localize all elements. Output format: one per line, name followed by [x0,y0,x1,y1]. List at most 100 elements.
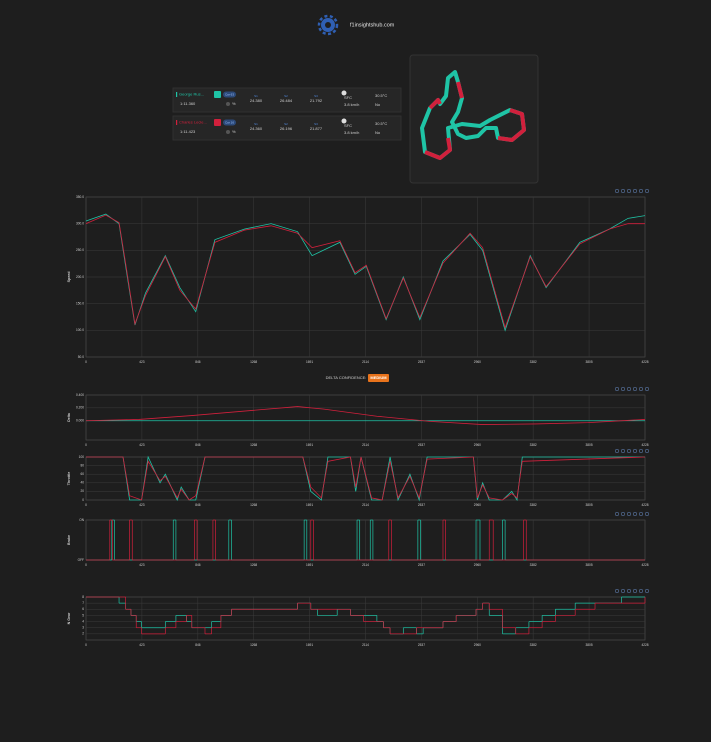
x-tick-label: 2114 [362,443,369,447]
toolbar-icon [614,588,620,594]
toolbar-icon [626,511,632,517]
y-tick-label: 0.000 [76,419,84,423]
x-tick-label: 1268 [250,643,257,647]
track-map [409,54,539,184]
y-tick-label: 80 [80,463,84,467]
x-tick-label: 2114 [362,360,369,364]
y-tick-label: 250.0 [76,248,84,252]
y-tick-label: 0 [82,498,84,502]
x-tick-label: 846 [195,443,201,447]
x-tick-label: 1691 [306,443,313,447]
pct-icon [226,102,230,106]
lap-time: 1:11.423 [180,129,196,134]
driver-swatch [214,91,221,98]
x-tick-label: 423 [139,643,145,647]
x-tick-label: 3805 [586,643,593,647]
toolbar-icon [626,448,632,454]
y-tick-label: 7 [82,601,84,605]
y-tick-label: 100 [79,455,85,459]
toolbar-icon [614,386,620,392]
x-tick-label: 846 [195,563,201,567]
sector-label: S1 [254,94,258,98]
x-tick-label: 0 [85,503,87,507]
sector-label: S3 [314,122,318,126]
toolbar-icon [632,386,638,392]
badge-bg [223,119,236,126]
driver-row [172,115,402,141]
rain: No [375,102,381,107]
toolbar-icon [644,588,650,594]
x-tick-label: 2960 [474,503,481,507]
x-tick-label: 4228 [641,443,648,447]
x-tick-label: 1691 [306,503,313,507]
x-tick-label: 2537 [418,443,425,447]
x-tick-label: 0 [85,360,87,364]
temp: 30.5°C [375,93,387,98]
x-tick-label: 1691 [306,360,313,364]
x-tick-label: 846 [195,360,201,364]
x-tick-label: 1691 [306,643,313,647]
pct: % [232,101,236,106]
driver-name: Charles Lecle... [179,120,207,125]
sector-time: 21.792 [310,98,323,103]
sector-time: 21.877 [310,126,323,131]
driver-swatch [214,119,221,126]
x-tick-label: 846 [195,643,201,647]
compound-icon [341,90,347,96]
compound-icon [341,118,347,124]
driver-name: George Rus... [179,92,204,97]
x-tick-label: 2537 [418,563,425,567]
x-tick-label: 2960 [474,360,481,364]
x-tick-label: 4228 [641,643,648,647]
toolbar-icon [626,386,632,392]
x-tick-label: 423 [139,443,145,447]
driver-badge: Car 63 [225,92,234,96]
toolbar-icon [620,386,626,392]
toolbar-icon [638,588,644,594]
rain: No [375,130,381,135]
toolbar-icon [638,448,644,454]
x-tick-label: 2960 [474,563,481,567]
x-tick-label: 2537 [418,503,425,507]
chart-panel: 2 3 4 5 6 7 8 0 423 846 1268 1691 2114 2537 2960 3382 38… [67,588,650,647]
x-tick-label: 2114 [362,563,369,567]
y-axis-title: Throttle [67,472,71,485]
compound: SFC [344,123,352,128]
temp: 30.5°C [375,121,387,126]
sector-time: 24.380 [250,98,263,103]
y-tick-label: 6 [82,607,84,611]
sector-label: S2 [284,122,288,126]
x-tick-label: 4228 [641,563,648,567]
y-tick-label: 0.200 [76,406,84,410]
toolbar-icon [638,386,644,392]
x-tick-label: 1268 [250,360,257,364]
toolbar-icon [638,511,644,517]
x-tick-label: 2537 [418,360,425,364]
chart-panel: 50.0 100.0 150.0 200.0 250.0 300.0 350.0 0 423 84… [67,188,650,364]
series-line [86,456,646,501]
x-tick-label: 3805 [586,443,593,447]
x-tick-label: 3805 [586,503,593,507]
x-tick-label: 846 [195,503,201,507]
pct: % [232,129,236,134]
toolbar-icon [638,188,644,194]
x-tick-label: 3382 [530,563,537,567]
y-tick-label: 5 [82,613,84,617]
x-tick-label: 2960 [474,643,481,647]
toolbar-icon [644,448,650,454]
y-tick-label: 8 [82,595,84,599]
x-tick-label: 423 [139,503,145,507]
driver-color-bar [176,120,178,125]
y-tick-label: OFF [78,558,84,562]
y-tick-label: 4 [82,619,84,623]
delta-confidence-label: DELTA CONFIDENCE: [326,375,367,380]
x-tick-label: 3382 [530,360,537,364]
compound: SFC [344,95,352,100]
y-tick-label: ON [79,518,84,522]
chart-panel: OFF ON 0 423 846 1268 1691 2114 2537 2960 3382 3805… [67,511,650,567]
y-tick-label: 200.0 [76,275,84,279]
x-tick-label: 0 [85,443,87,447]
